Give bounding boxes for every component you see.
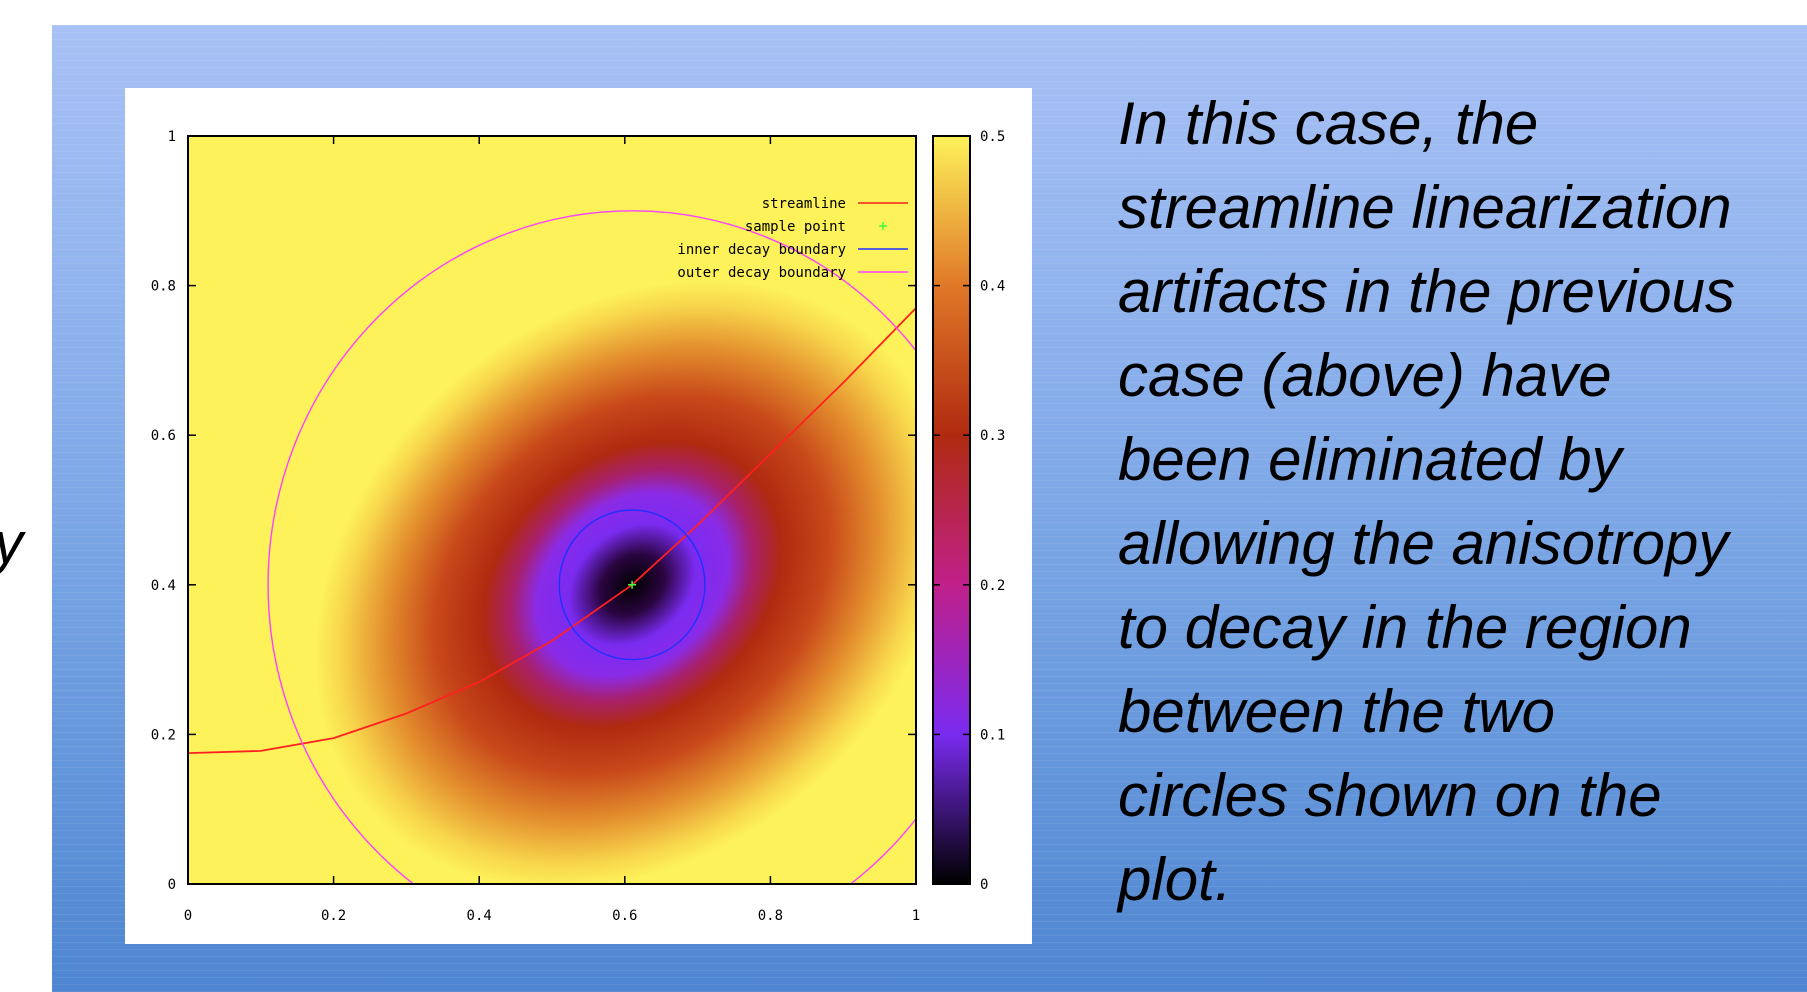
left-text-fragment: y <box>0 515 23 573</box>
outer-decay-boundary-circle <box>267 210 916 884</box>
y-tick-label: 1 <box>168 129 176 145</box>
colorbar-tick-label: 0 <box>980 877 988 893</box>
plot-frame <box>187 135 917 885</box>
legend-label: sample point <box>745 219 846 235</box>
y-tick-label: 0.2 <box>151 727 176 743</box>
streamline-curve <box>188 307 916 754</box>
caption-line: allowing the anisotropy <box>1118 510 1729 577</box>
x-tick-label: 0.8 <box>758 908 783 924</box>
caption-line: between the two <box>1118 678 1555 745</box>
legend-swatch <box>879 222 887 230</box>
legend-label: inner decay boundary <box>677 242 846 258</box>
sample-point-marker <box>628 580 637 589</box>
colorbar-tick-label: 0.4 <box>980 279 1005 295</box>
colorbar-tick-label: 0.3 <box>980 428 1005 444</box>
colorbar-tick-label: 0.1 <box>980 727 1005 743</box>
y-tick-label: 0.6 <box>151 428 176 444</box>
caption-line: been eliminated by <box>1118 426 1622 493</box>
x-tick-label: 0.6 <box>612 908 637 924</box>
legend-label: outer decay boundary <box>677 265 846 281</box>
plot-panel: 0 0.2 0.4 0.6 0.8 1 0 0.2 0.4 0.6 0.8 1 streamline sa… <box>125 88 1032 944</box>
colorbar-tick-label: 0.2 <box>980 578 1005 594</box>
x-tick-label: 1 <box>912 908 920 924</box>
heatmap-field <box>188 136 916 884</box>
caption-line: plot. <box>1118 846 1232 913</box>
caption-line: circles shown on the <box>1118 762 1662 829</box>
colorbar <box>932 135 971 885</box>
x-tick-label: 0.2 <box>321 908 346 924</box>
x-tick-label: 0.4 <box>467 908 492 924</box>
legend-label: streamline <box>762 196 846 212</box>
caption-line: artifacts in the previous <box>1118 258 1735 325</box>
heatmap-chart: 0 0.2 0.4 0.6 0.8 1 0 0.2 0.4 0.6 0.8 1 streamline sa… <box>151 129 1006 924</box>
caption-line: streamline linearization <box>1118 174 1732 241</box>
x-tick-label: 0 <box>184 908 192 924</box>
slide-caption: In this case, the streamline linearizati… <box>1118 82 1807 922</box>
caption-line: to decay in the region <box>1118 594 1692 661</box>
y-tick-label: 0 <box>168 877 176 893</box>
y-tick-label: 0.8 <box>151 279 176 295</box>
caption-line: In this case, the <box>1118 90 1539 157</box>
caption-line: case (above) have <box>1118 342 1612 409</box>
y-tick-label: 0.4 <box>151 578 176 594</box>
colorbar-tick-label: 0.5 <box>980 129 1005 145</box>
inner-decay-boundary-circle <box>558 509 706 661</box>
